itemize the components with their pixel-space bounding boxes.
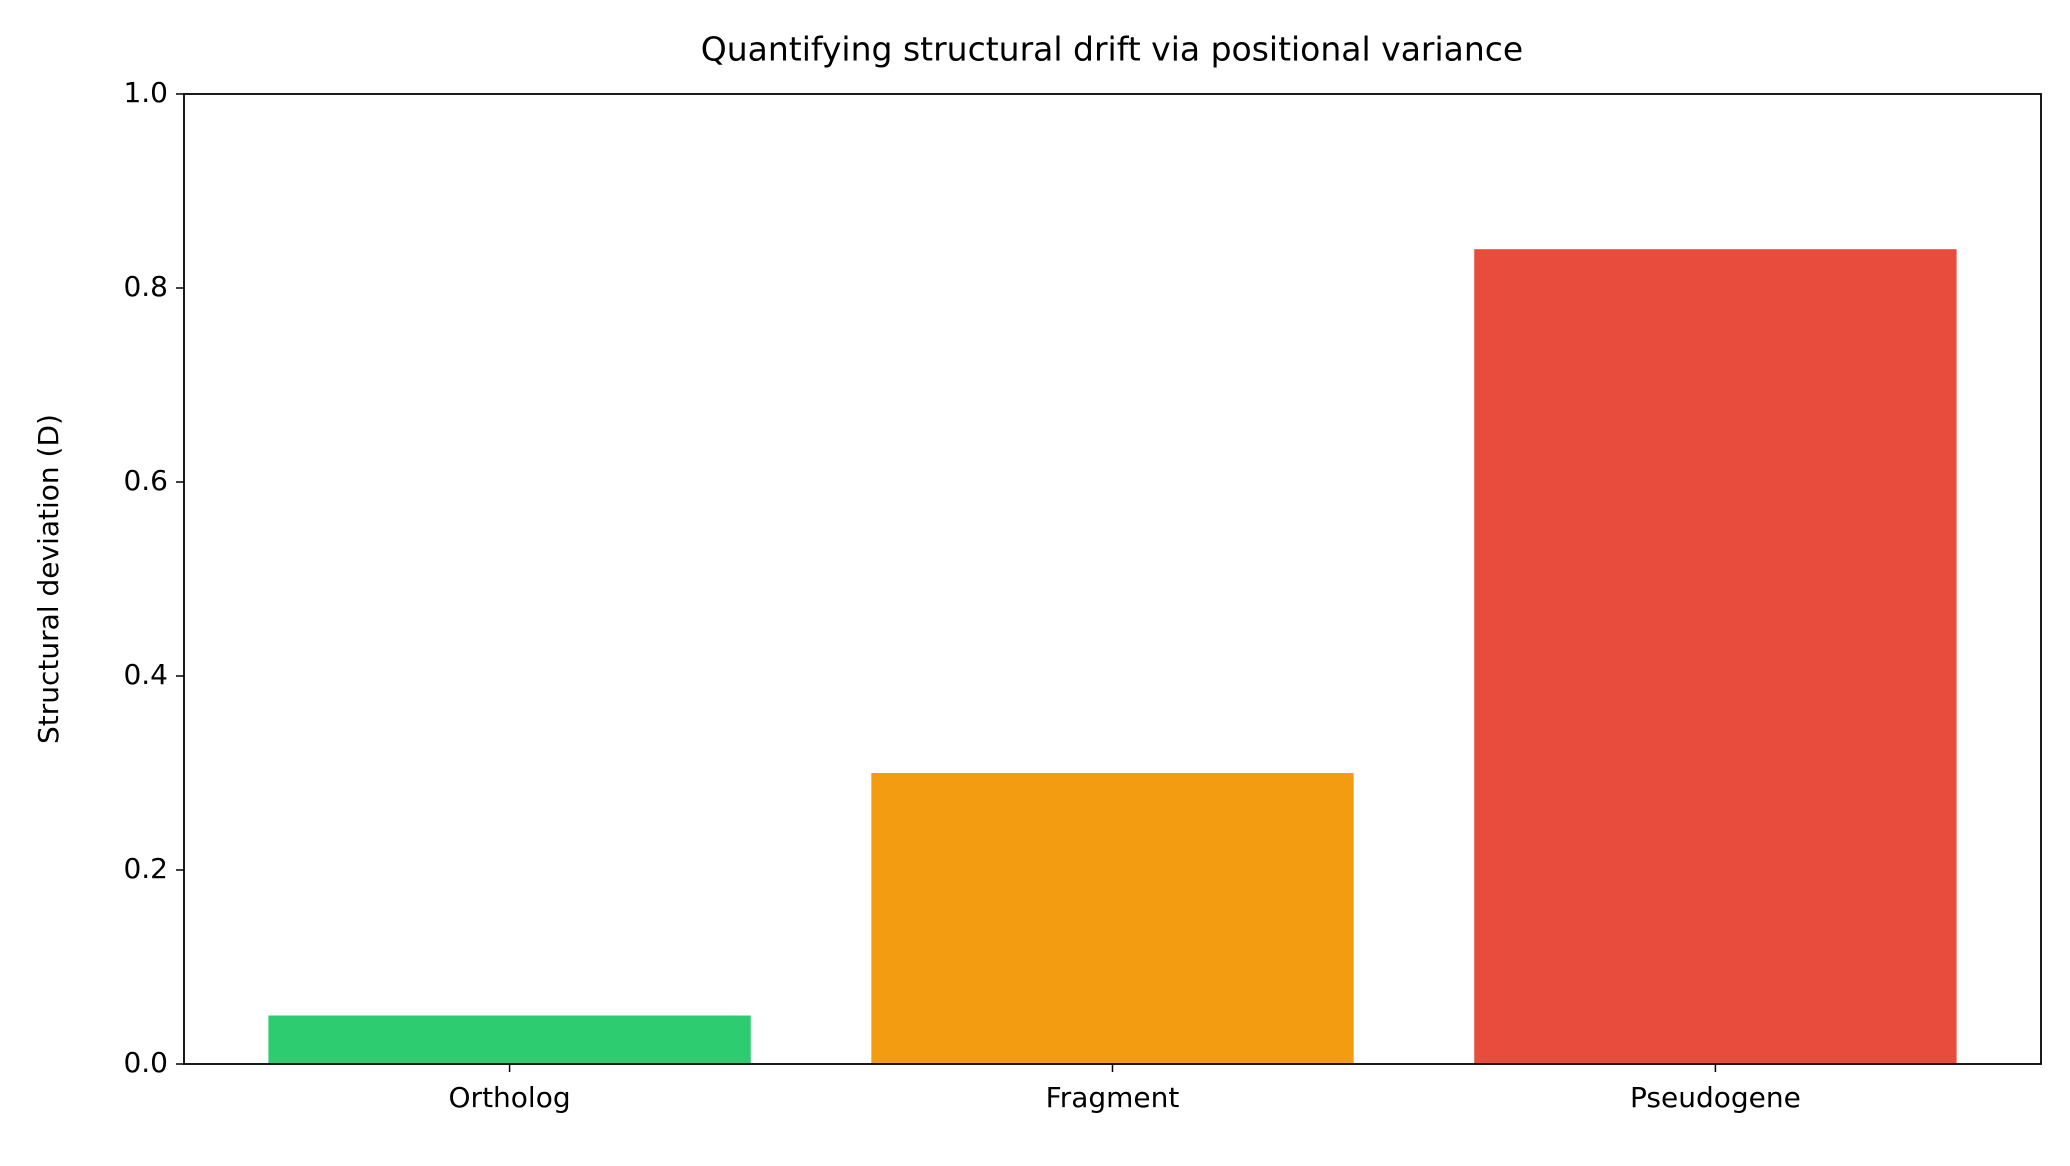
bar bbox=[871, 773, 1354, 1064]
plot-frame bbox=[183, 93, 2042, 1065]
x-tick-label: Pseudogene bbox=[1630, 1081, 1801, 1114]
y-tick-label: 0.6 bbox=[123, 464, 168, 497]
y-tick-label: 0.8 bbox=[123, 270, 168, 303]
bar bbox=[1474, 249, 1957, 1064]
x-tick-label: Ortholog bbox=[449, 1081, 571, 1114]
y-tick-label: 0.0 bbox=[123, 1046, 168, 1079]
x-tick-label: Fragment bbox=[1046, 1081, 1180, 1114]
y-axis-label: Structural deviation (D) bbox=[32, 414, 65, 744]
y-tick-label: 1.0 bbox=[123, 76, 168, 109]
y-tick-label: 0.4 bbox=[123, 658, 168, 691]
y-tick-label: 0.2 bbox=[123, 852, 168, 885]
bar bbox=[268, 1015, 751, 1064]
chart-title: Quantifying structural drift via positio… bbox=[701, 30, 1524, 69]
